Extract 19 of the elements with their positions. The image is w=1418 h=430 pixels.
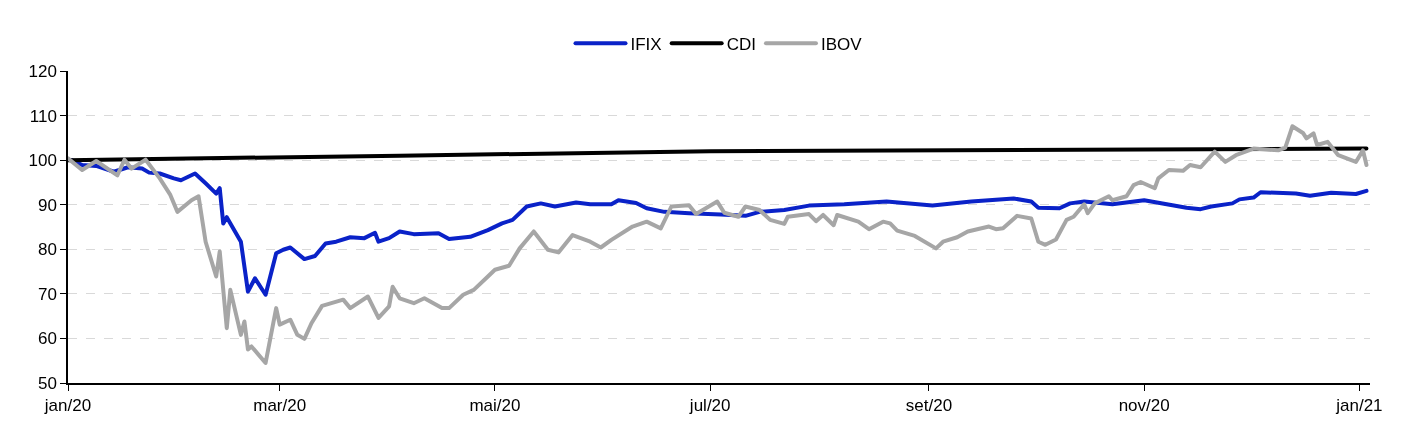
x-tick-label: set/20 <box>905 396 953 416</box>
y-tick-label: 90 <box>37 195 57 215</box>
y-tick-label: 70 <box>37 284 57 304</box>
x-tick-label: nov/20 <box>1118 396 1170 416</box>
y-tick-label: 100 <box>28 151 57 171</box>
line-series <box>68 124 1369 365</box>
y-tick-label: 80 <box>37 240 57 260</box>
x-tick-label: jan/20 <box>43 396 92 416</box>
legend-label: IBOV <box>820 34 863 54</box>
y-tick-label: 60 <box>37 329 57 349</box>
y-tick-label: 110 <box>29 106 57 126</box>
legend-label: IFIX <box>630 34 662 54</box>
y-tick-label: 120 <box>28 61 57 81</box>
legend-label: CDI <box>726 34 756 54</box>
x-tick-label: jul/20 <box>688 396 731 416</box>
y-tick-label: 50 <box>37 373 57 393</box>
x-tick-label: mar/20 <box>253 396 307 416</box>
x-tick-label: mai/20 <box>469 396 521 416</box>
x-tick-label: jan/21 <box>1335 396 1383 416</box>
